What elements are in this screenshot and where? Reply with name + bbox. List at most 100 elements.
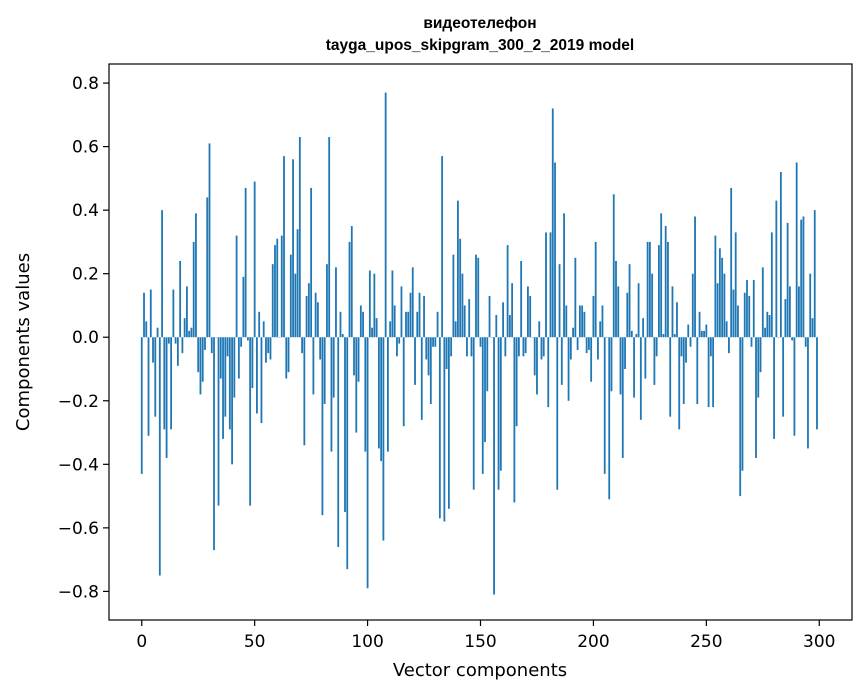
bar-269 — [748, 295, 751, 338]
x-tick-label: 250 — [690, 632, 722, 652]
bar-208 — [610, 337, 613, 392]
bar-179 — [545, 232, 547, 338]
bar-114 — [398, 337, 401, 344]
bar-127 — [427, 337, 430, 376]
bar-268 — [746, 280, 748, 338]
bar-36 — [222, 337, 224, 439]
bar-193 — [576, 337, 579, 350]
bar-265 — [739, 337, 742, 497]
bar-153 — [486, 337, 489, 392]
y-tick-label: 0.6 — [72, 138, 99, 158]
bar-266 — [741, 337, 744, 471]
bar-43 — [237, 337, 240, 379]
y-tick-label: 0.0 — [72, 328, 99, 348]
bar-101 — [368, 270, 371, 338]
bar-13 — [170, 337, 173, 430]
bar-252 — [709, 337, 712, 357]
bar-1 — [143, 292, 145, 338]
bar-249 — [703, 330, 705, 338]
bar-90 — [344, 337, 346, 512]
bar-174 — [533, 337, 536, 376]
bar-246 — [696, 337, 699, 404]
bar-254 — [714, 235, 717, 338]
bar-34 — [217, 337, 220, 506]
y-tick-label: 0.4 — [72, 201, 99, 221]
bar-162 — [506, 245, 509, 338]
bar-253 — [712, 337, 715, 408]
bar-82 — [326, 264, 328, 338]
bar-224 — [646, 241, 649, 338]
y-tick-label: 0.8 — [72, 74, 99, 94]
bar-156 — [493, 337, 495, 595]
bar-9 — [161, 210, 163, 338]
bar-69 — [296, 229, 299, 338]
bar-141 — [459, 238, 462, 338]
bar-288 — [791, 337, 794, 341]
bar-140 — [457, 200, 459, 338]
bar-20 — [186, 286, 188, 338]
bar-289 — [793, 337, 796, 436]
bar-294 — [804, 337, 807, 347]
bar-189 — [567, 337, 570, 401]
bar-261 — [730, 187, 733, 338]
bar-19 — [183, 318, 186, 338]
bar-32 — [213, 337, 215, 551]
bar-191 — [572, 327, 574, 338]
bar-143 — [463, 305, 466, 338]
bar-99 — [364, 337, 367, 452]
bar-129 — [432, 337, 434, 347]
bar-4 — [149, 289, 152, 338]
bar-47 — [246, 337, 249, 341]
bar-28 — [204, 337, 206, 350]
bar-233 — [667, 241, 669, 338]
bar-42 — [235, 235, 238, 338]
bar-115 — [400, 286, 403, 338]
bar-205 — [603, 337, 606, 474]
bar-241 — [685, 337, 687, 363]
bar-283 — [779, 172, 782, 338]
bar-203 — [599, 321, 602, 338]
bar-279 — [770, 232, 773, 338]
bar-105 — [377, 337, 380, 449]
bar-62 — [280, 235, 283, 338]
bar-55 — [265, 337, 267, 363]
bar-52 — [258, 311, 261, 338]
bar-68 — [294, 273, 297, 338]
bar-190 — [569, 337, 572, 360]
bar-285 — [784, 299, 787, 338]
bar-243 — [689, 337, 692, 347]
bar-275 — [761, 267, 764, 338]
bar-51 — [256, 337, 258, 414]
bar-15 — [174, 337, 177, 344]
bar-111 — [391, 270, 394, 338]
bar-171 — [527, 286, 529, 338]
bar-264 — [737, 305, 739, 338]
bar-10 — [163, 337, 166, 430]
bar-202 — [597, 337, 599, 360]
bar-236 — [673, 334, 676, 338]
bar-75 — [310, 187, 313, 338]
y-tick-label: −0.6 — [58, 519, 99, 539]
x-tick-label: 300 — [803, 632, 835, 652]
bar-245 — [694, 216, 696, 338]
bar-257 — [721, 257, 724, 338]
bar-231 — [662, 334, 665, 338]
bar-165 — [513, 337, 516, 503]
bar-290 — [795, 162, 798, 338]
bar-216 — [628, 264, 631, 338]
bar-184 — [556, 337, 559, 490]
bar-278 — [768, 314, 771, 338]
bar-137 — [450, 337, 453, 357]
bar-292 — [800, 219, 803, 338]
bar-225 — [648, 241, 651, 338]
bar-244 — [691, 273, 694, 338]
bar-30 — [208, 143, 211, 338]
bar-94 — [353, 337, 355, 376]
bar-7 — [156, 327, 159, 338]
bar-281 — [775, 200, 778, 338]
bar-146 — [470, 337, 473, 357]
bar-78 — [316, 302, 319, 338]
y-tick-label: −0.8 — [58, 582, 99, 602]
bar-227 — [653, 337, 656, 385]
bar-251 — [707, 337, 710, 408]
